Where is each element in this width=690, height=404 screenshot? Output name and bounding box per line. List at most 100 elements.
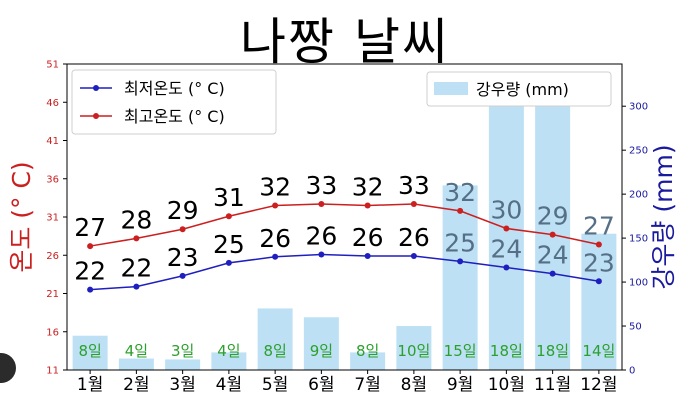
rain-bar — [211, 352, 247, 370]
low-temp-label: 23 — [583, 248, 615, 277]
low-temp-line — [90, 253, 599, 291]
right-tick-label: 300 — [629, 102, 648, 113]
low-temp-label: 24 — [537, 241, 569, 270]
rain-days-label: 15일 — [444, 342, 477, 360]
low-temp-point — [225, 259, 232, 266]
high-temp-point — [179, 226, 186, 233]
low-temp-label: 26 — [259, 224, 291, 253]
low-temp-point — [179, 272, 186, 279]
low-temp-label: 25 — [444, 228, 476, 257]
legend-label: 최저온도 (° C) — [124, 79, 225, 98]
low-temp-point — [364, 253, 371, 260]
low-temp-label: 24 — [490, 234, 522, 263]
left-axis-label: 온도 (° C) — [7, 161, 36, 272]
high-temp-label: 27 — [583, 212, 615, 241]
high-temp-label: 32 — [444, 178, 476, 207]
right-axis-label: 강우량 (mm) — [649, 144, 678, 289]
high-temp-label: 33 — [305, 171, 337, 200]
rain-days-label: 8일 — [78, 342, 101, 360]
rain-bar — [165, 359, 201, 370]
rain-days-label: 8일 — [263, 342, 286, 360]
rain-days-label: 3일 — [171, 342, 194, 360]
left-tick-label: 36 — [46, 174, 59, 185]
high-temp-point — [503, 225, 510, 232]
x-tick-label: 2월 — [123, 375, 149, 395]
high-temp-label: 30 — [490, 195, 522, 224]
rain-bar — [396, 326, 432, 370]
high-temp-point — [133, 235, 140, 242]
low-temp-label: 25 — [213, 230, 245, 259]
chart-title: 나짱 날씨 — [240, 13, 450, 71]
legend-label: 최고온도 (° C) — [124, 107, 225, 126]
rain-days-label: 10일 — [397, 342, 430, 360]
low-temp-label: 26 — [305, 221, 337, 250]
rain-bar — [535, 88, 571, 370]
x-tick-label: 5월 — [262, 375, 288, 395]
high-temp-point — [364, 202, 371, 209]
low-temp-label: 23 — [167, 243, 199, 272]
rain-days-label: 9일 — [310, 342, 333, 360]
play-button[interactable] — [0, 353, 16, 383]
x-tick-label: 3월 — [169, 375, 195, 395]
rain-bar — [118, 358, 154, 370]
rain-bar — [303, 317, 339, 370]
low-temp-point — [133, 283, 140, 290]
rain-days-label: 14일 — [582, 342, 615, 360]
high-temp-label: 29 — [537, 202, 569, 231]
low-temp-point — [410, 253, 417, 260]
x-tick-label: 9월 — [447, 375, 473, 395]
rain-days-label: 8일 — [356, 342, 379, 360]
high-temp-point — [549, 231, 556, 238]
right-tick-label: 0 — [629, 366, 635, 377]
right-tick-label: 150 — [629, 234, 648, 245]
right-tick-label: 100 — [629, 278, 648, 289]
low-temp-point — [272, 253, 279, 260]
left-tick-label: 41 — [46, 136, 59, 147]
high-temp-line — [90, 203, 600, 247]
low-temp-label: 22 — [74, 257, 106, 286]
x-tick-label: 4월 — [216, 375, 242, 395]
low-temp-point — [318, 251, 325, 258]
low-temp-label: 22 — [120, 254, 152, 283]
rain-bar — [257, 308, 293, 370]
right-tick-label: 200 — [629, 190, 648, 201]
left-tick-label: 21 — [46, 289, 59, 300]
x-tick-label: 10월 — [488, 375, 525, 395]
high-temp-point — [272, 202, 279, 209]
low-temp-point — [595, 278, 602, 285]
rain-days-label: 18일 — [536, 342, 569, 360]
legend-swatch — [434, 82, 468, 95]
x-tick-label: 8월 — [401, 375, 427, 395]
high-temp-point — [225, 213, 232, 220]
x-tick-label: 7월 — [354, 375, 380, 395]
high-temp-label: 27 — [74, 213, 106, 242]
high-temp-label: 32 — [352, 173, 384, 202]
low-temp-point — [549, 270, 556, 277]
x-tick-label: 12월 — [580, 375, 617, 395]
rain-days-label: 4일 — [217, 342, 240, 360]
left-tick-label: 16 — [46, 327, 59, 338]
rain-bar — [72, 335, 108, 370]
high-temp-label: 28 — [120, 205, 152, 234]
left-tick-label: 26 — [46, 251, 59, 262]
high-temp-label: 32 — [259, 173, 291, 202]
left-tick-label: 11 — [46, 366, 59, 377]
legend-marker — [93, 113, 99, 119]
high-temp-label: 31 — [213, 183, 245, 212]
x-tick-label: 6월 — [308, 375, 334, 395]
rain-days-label: 18일 — [490, 342, 523, 360]
high-temp-point — [457, 207, 464, 214]
low-temp-point — [457, 258, 464, 265]
legend-marker — [93, 85, 99, 91]
right-tick-label: 50 — [629, 322, 642, 333]
high-temp-label: 33 — [398, 171, 430, 200]
high-temp-label: 29 — [167, 196, 199, 225]
low-temp-point — [503, 264, 510, 271]
high-temp-point — [410, 200, 417, 207]
temp-legend — [71, 69, 277, 135]
low-temp-point — [87, 286, 94, 293]
legend-label: 강우량 (mm) — [476, 80, 569, 99]
rain-bar — [350, 352, 386, 370]
rain-bar — [581, 233, 617, 370]
